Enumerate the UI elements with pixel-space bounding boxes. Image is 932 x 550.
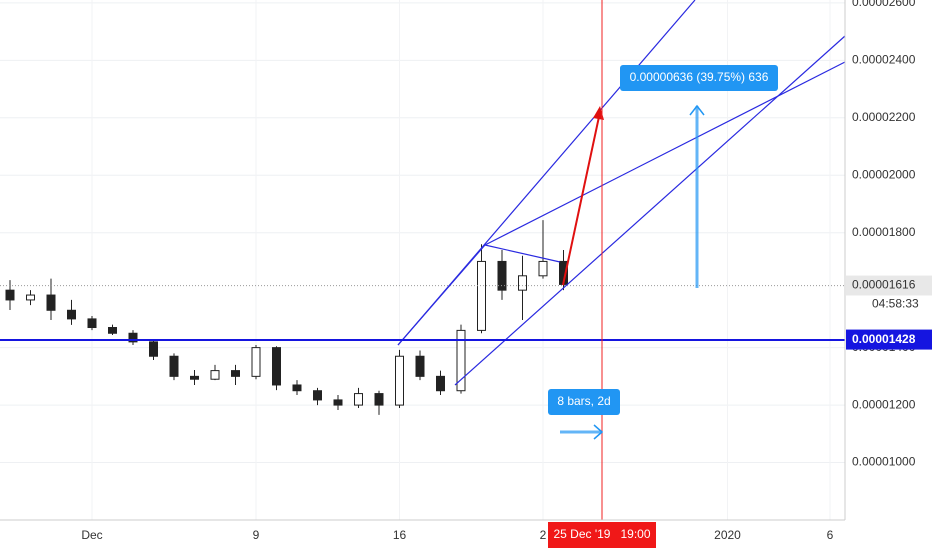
range-box bbox=[620, 65, 778, 91]
candle-body bbox=[26, 294, 35, 301]
y-tick-label: 0.00001800 bbox=[852, 225, 916, 239]
candle-body bbox=[477, 260, 486, 331]
grid bbox=[0, 0, 845, 520]
arrow-head bbox=[593, 106, 604, 120]
candle-body bbox=[210, 370, 220, 380]
candle-body bbox=[518, 275, 527, 291]
candle-body bbox=[497, 260, 507, 291]
candle-body bbox=[5, 289, 15, 301]
candle-body bbox=[456, 329, 466, 392]
x-tick-label: 9 bbox=[253, 528, 260, 542]
countdown-label: 04:58:33 bbox=[872, 297, 919, 311]
projection-arrow bbox=[562, 111, 601, 286]
bars-label: 8 bars, 2d bbox=[557, 394, 610, 408]
candle-body bbox=[538, 260, 548, 277]
candle-body bbox=[46, 294, 56, 311]
drawings bbox=[0, 0, 846, 520]
y-tick-label: 0.00002400 bbox=[852, 53, 916, 67]
candle-body bbox=[87, 318, 97, 329]
price-line-label: 0.00001428 bbox=[852, 332, 916, 346]
y-tick-label: 0.00001200 bbox=[852, 397, 916, 411]
axis-labels: 0.00002600 0.00002400 0.00002200 0.00002000… bbox=[81, 0, 932, 542]
candle-body bbox=[374, 393, 384, 406]
candle-body bbox=[169, 355, 179, 377]
candle-body bbox=[292, 384, 302, 392]
x-tick-label: 6 bbox=[827, 528, 834, 542]
y-tick-label: 0.00002000 bbox=[852, 167, 916, 181]
candle-body bbox=[415, 355, 425, 377]
candle-body bbox=[108, 327, 117, 334]
price-line-box bbox=[846, 329, 932, 350]
arrow-head bbox=[689, 104, 705, 116]
x-tick-label: 2 bbox=[540, 528, 547, 542]
x-tick-label: Dec bbox=[81, 528, 102, 542]
candle-body bbox=[128, 332, 138, 343]
countdown-box bbox=[846, 295, 932, 314]
candle-body bbox=[251, 347, 261, 377]
candle-body bbox=[231, 370, 240, 377]
candle-body bbox=[67, 309, 76, 320]
range-label: 0.00000636 (39.75%) 636 bbox=[630, 70, 769, 84]
candle-body bbox=[395, 355, 404, 406]
x-tick-label: 2020 bbox=[714, 528, 741, 542]
x-tick-label: 16 bbox=[393, 528, 407, 542]
y-tick-label: 0.00002600 bbox=[852, 0, 916, 9]
arrow-head bbox=[593, 424, 604, 440]
last-price-box bbox=[846, 275, 932, 296]
candle-body bbox=[313, 390, 322, 401]
crosshair-label: 25 Dec '19 19:00 bbox=[553, 527, 650, 541]
crosshair-box bbox=[548, 522, 656, 548]
y-tick-label: 0.00001000 bbox=[852, 455, 916, 469]
candle-body bbox=[272, 347, 281, 386]
last-price-label: 0.00001616 bbox=[852, 278, 916, 292]
y-tick-label: 0.00002200 bbox=[852, 110, 916, 124]
trend-line bbox=[397, 244, 486, 346]
bars-box bbox=[548, 389, 620, 415]
candle-body bbox=[354, 393, 363, 406]
candles bbox=[0, 220, 845, 415]
candle-body bbox=[190, 375, 199, 380]
candle-body bbox=[436, 375, 445, 392]
trend-line bbox=[484, 61, 846, 246]
candle-body bbox=[333, 399, 343, 406]
trend-line bbox=[484, 244, 561, 263]
trend-line bbox=[454, 35, 846, 386]
candle-body bbox=[149, 341, 158, 357]
